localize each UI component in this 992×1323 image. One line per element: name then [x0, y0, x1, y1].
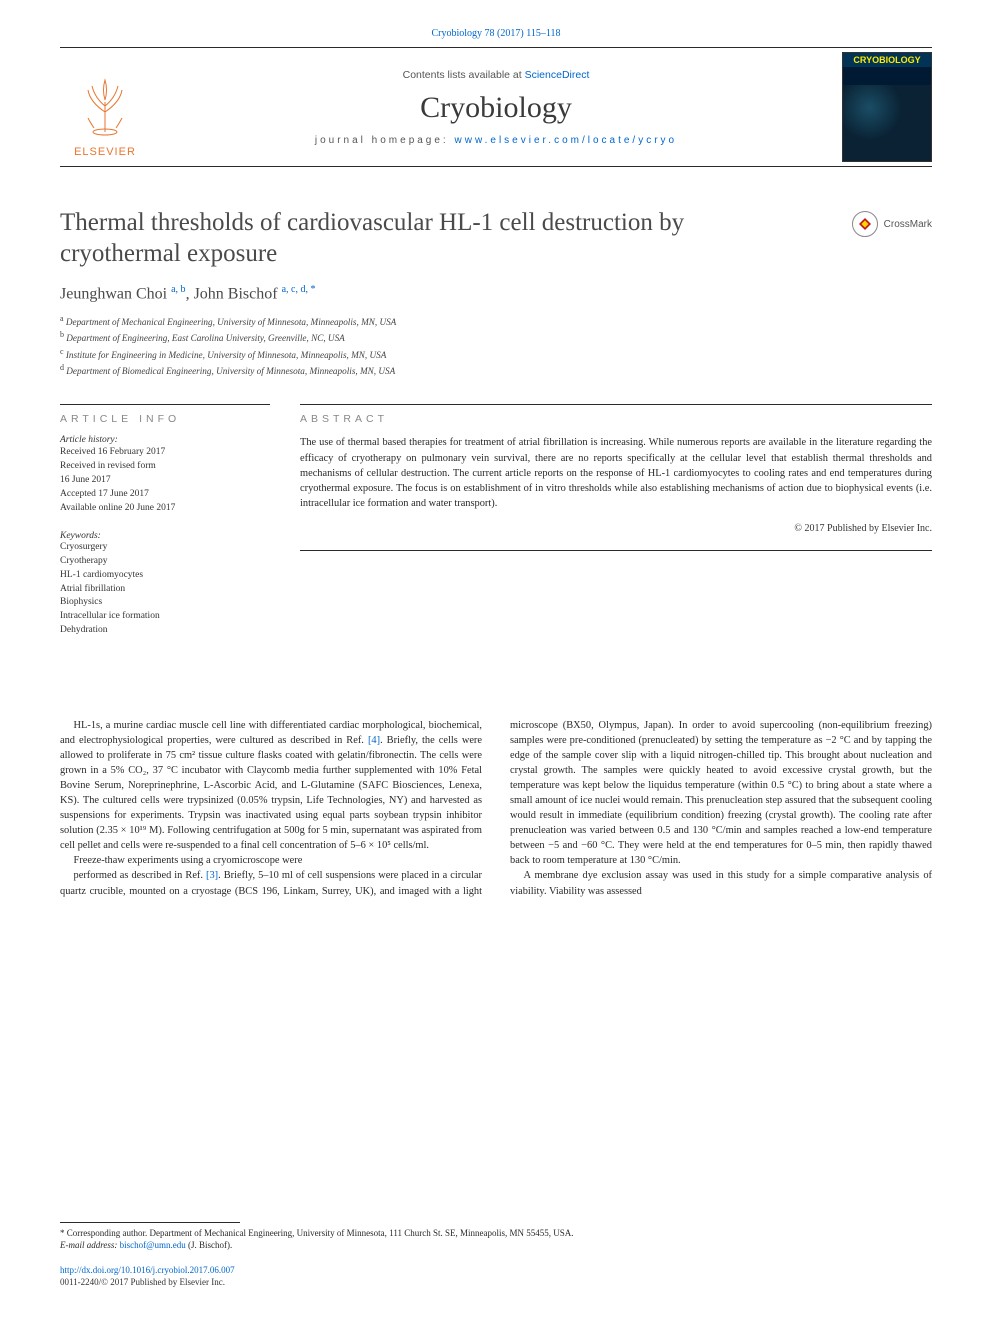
- keywords-list: Cryosurgery Cryotherapy HL-1 cardiomyocy…: [60, 541, 270, 637]
- doi-link[interactable]: http://dx.doi.org/10.1016/j.cryobiol.201…: [60, 1265, 235, 1275]
- authors-line: Jeunghwan Choi a, b, John Bischof a, c, …: [60, 284, 932, 303]
- author-2-affil-sup[interactable]: a, c, d,: [282, 284, 311, 295]
- publisher-logo: ELSEVIER: [60, 52, 150, 162]
- affiliation-a-text: Department of Mechanical Engineering, Un…: [66, 317, 396, 327]
- body-text-columns: HL-1s, a murine cardiac muscle cell line…: [60, 718, 932, 899]
- author-sep: ,: [186, 285, 194, 302]
- crossmark-icon: [852, 211, 878, 237]
- affiliation-b: b Department of Engineering, East Caroli…: [60, 329, 932, 345]
- crossmark-label: CrossMark: [884, 219, 932, 230]
- elsevier-wordmark: ELSEVIER: [74, 146, 136, 158]
- doi-line: http://dx.doi.org/10.1016/j.cryobiol.201…: [60, 1264, 932, 1277]
- email-suffix: (J. Bischof).: [186, 1240, 233, 1250]
- affiliation-b-text: Department of Engineering, East Carolina…: [66, 333, 344, 343]
- body-para-2: Freeze-thaw experiments using a cryomicr…: [60, 853, 482, 868]
- affiliations: a Department of Mechanical Engineering, …: [60, 313, 932, 379]
- article-info-heading: article info: [60, 413, 270, 425]
- rule-top: [60, 47, 932, 48]
- cover-art: [843, 85, 931, 161]
- author-2-corr-star[interactable]: *: [310, 284, 315, 295]
- paper-title: Thermal thresholds of cardiovascular HL-…: [60, 207, 800, 270]
- cover-title: CRYOBIOLOGY: [843, 53, 931, 67]
- meta-abstract-row: article info Article history: Received 1…: [60, 404, 932, 637]
- author-1-affil-sup[interactable]: a, b: [171, 284, 185, 295]
- affiliation-c: c Institute for Engineering in Medicine,…: [60, 346, 932, 362]
- masthead: ELSEVIER Contents lists available at Sci…: [60, 52, 932, 162]
- homepage-prefix: journal homepage:: [315, 135, 455, 146]
- email-label: E-mail address:: [60, 1240, 120, 1250]
- abstract-heading: abstract: [300, 413, 932, 425]
- citation-prefix: Cryobiology 78 (2017) 115: [432, 28, 541, 39]
- crossmark-badge[interactable]: CrossMark: [852, 211, 932, 237]
- email-address[interactable]: bischof@umn.edu: [120, 1240, 186, 1250]
- page-footer: * Corresponding author. Department of Me…: [60, 1222, 932, 1289]
- email-line: E-mail address: bischof@umn.edu (J. Bisc…: [60, 1239, 932, 1252]
- ref-4[interactable]: [4]: [368, 735, 380, 746]
- article-info-column: article info Article history: Received 1…: [60, 404, 270, 637]
- affiliation-c-text: Institute for Engineering in Medicine, U…: [66, 350, 387, 360]
- issn-copyright: 0011-2240/© 2017 Published by Elsevier I…: [60, 1276, 932, 1289]
- affiliation-d: d Department of Biomedical Engineering, …: [60, 362, 932, 378]
- title-block: Thermal thresholds of cardiovascular HL-…: [60, 207, 932, 378]
- contents-list-line: Contents lists available at ScienceDirec…: [403, 69, 590, 81]
- homepage-url[interactable]: www.elsevier.com/locate/ycryo: [455, 135, 678, 146]
- corresponding-footnote: * Corresponding author. Department of Me…: [60, 1227, 932, 1240]
- history-body: Received 16 February 2017 Received in re…: [60, 446, 270, 515]
- journal-cover-thumbnail: CRYOBIOLOGY: [842, 52, 932, 162]
- article-info-rule: [60, 404, 270, 405]
- journal-homepage: journal homepage: www.elsevier.com/locat…: [315, 135, 677, 146]
- affiliation-a: a Department of Mechanical Engineering, …: [60, 313, 932, 329]
- body-para-1: HL-1s, a murine cardiac muscle cell line…: [60, 718, 482, 854]
- abstract-bottom-rule: [300, 550, 932, 551]
- keywords-label: Keywords:: [60, 531, 270, 541]
- history-label: Article history:: [60, 435, 270, 445]
- footnote-rule: [60, 1222, 240, 1223]
- masthead-center: Contents lists available at ScienceDirec…: [164, 52, 828, 162]
- affiliation-d-text: Department of Biomedical Engineering, Un…: [66, 366, 395, 376]
- citation-text[interactable]: Cryobiology 78 (2017) 115–118: [432, 28, 561, 39]
- abstract-column: abstract The use of thermal based therap…: [300, 404, 932, 637]
- abstract-body: The use of thermal based therapies for t…: [300, 435, 932, 510]
- elsevier-tree-icon: [70, 72, 140, 142]
- author-2-name: John Bischof: [194, 285, 282, 302]
- journal-citation: Cryobiology 78 (2017) 115–118: [60, 28, 932, 39]
- author-1-name: Jeunghwan Choi: [60, 285, 171, 302]
- contents-prefix: Contents lists available at: [403, 69, 525, 81]
- body-para-4: A membrane dye exclusion assay was used …: [510, 868, 932, 898]
- citation-suffix: 118: [546, 28, 561, 39]
- rule-below-masthead: [60, 166, 932, 167]
- sciencedirect-link[interactable]: ScienceDirect: [525, 69, 590, 81]
- abstract-rule: [300, 404, 932, 405]
- ref-3[interactable]: [3]: [206, 870, 218, 881]
- abstract-copyright: © 2017 Published by Elsevier Inc.: [300, 523, 932, 534]
- journal-name: Cryobiology: [420, 91, 572, 125]
